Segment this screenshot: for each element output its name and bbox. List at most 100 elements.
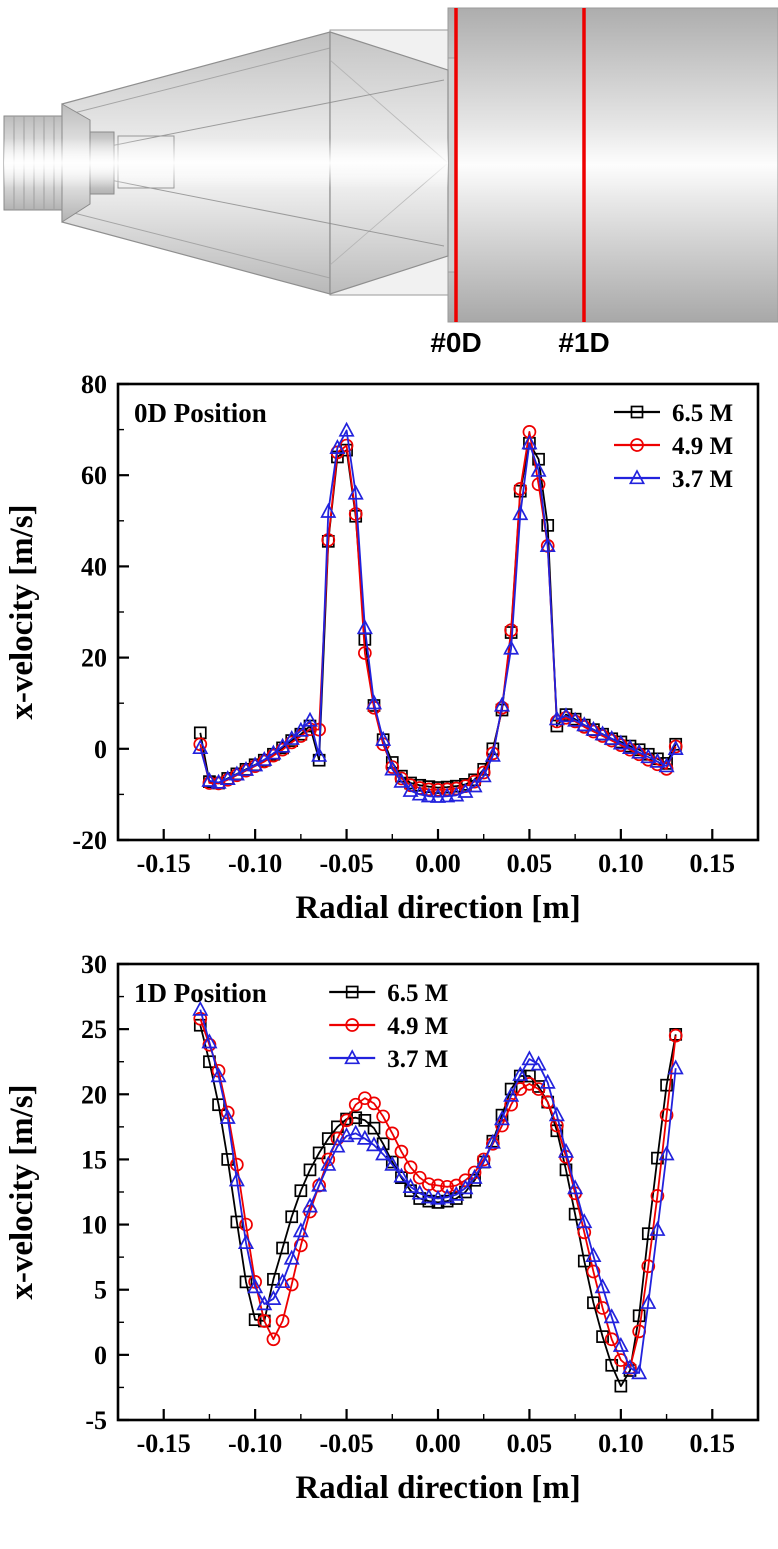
data-point-marker xyxy=(585,720,602,736)
data-point-marker xyxy=(356,1129,373,1145)
data-point-marker xyxy=(521,434,538,450)
y-tick-label: 20 xyxy=(81,644,107,673)
data-point-marker xyxy=(329,1137,346,1153)
data-point-marker xyxy=(257,1314,272,1328)
data-point-marker xyxy=(559,1163,573,1177)
data-point-marker xyxy=(411,785,428,801)
data-point-marker xyxy=(541,519,555,532)
data-point-marker xyxy=(210,1067,227,1083)
data-point-marker xyxy=(594,725,611,741)
data-point-marker xyxy=(267,1272,280,1286)
data-point-marker xyxy=(612,734,629,750)
data-point-marker xyxy=(585,1247,602,1262)
data-point-marker xyxy=(512,505,529,521)
series-line-6.5-M xyxy=(199,1024,677,1388)
data-point-marker xyxy=(503,639,520,655)
jet-cone-line xyxy=(99,79,445,149)
x-tick-label: 0.10 xyxy=(598,1429,644,1458)
y-axis-title: x-velocity [m/s] xyxy=(4,1084,40,1299)
data-point-marker xyxy=(631,743,648,759)
data-point-marker xyxy=(348,507,363,521)
series-line-3.7-M xyxy=(199,429,677,798)
data-point-marker xyxy=(649,1220,666,1236)
plot-corner-title: 0D Position xyxy=(134,398,267,428)
data-point-marker xyxy=(630,405,644,419)
data-point-marker xyxy=(630,438,644,452)
x-tick-label: 0.10 xyxy=(598,849,644,878)
data-point-marker xyxy=(512,1065,529,1081)
y-tick-label: 0 xyxy=(94,1341,107,1370)
chart-1d-section: -0.15 -0.10 -0.05 0.00 0.05 0.10 0.15 -5 0 5 10 15 2… xyxy=(0,948,778,1528)
data-point-marker xyxy=(237,1234,255,1249)
data-point-marker xyxy=(660,1078,673,1092)
x-tick-label: -0.15 xyxy=(137,849,191,878)
data-point-marker xyxy=(531,1082,546,1096)
legend-item: 6.5 M xyxy=(329,980,448,1007)
data-point-marker xyxy=(320,502,337,518)
data-point-marker xyxy=(192,739,209,755)
section-label-1d: #1D xyxy=(558,327,609,358)
data-point-marker xyxy=(402,1177,419,1193)
data-point-marker xyxy=(385,1126,400,1141)
x-tick-label: -0.10 xyxy=(228,849,282,878)
measurement-duct xyxy=(447,7,778,323)
data-point-marker xyxy=(344,1049,361,1065)
data-point-marker xyxy=(476,765,491,780)
x-tick-label: 0.15 xyxy=(690,849,736,878)
data-point-marker xyxy=(393,1167,410,1183)
legend-label: 4.9 M xyxy=(387,1013,448,1040)
data-point-marker xyxy=(521,1050,538,1066)
data-point-marker xyxy=(247,1278,264,1294)
geometry-section: #0D #1D xyxy=(0,0,778,368)
data-point-marker xyxy=(347,484,364,500)
x-tick-label: -0.05 xyxy=(319,1429,373,1458)
legend-label: 4.9 M xyxy=(672,433,733,460)
data-point-marker xyxy=(292,1222,309,1238)
data-point-marker xyxy=(539,1073,556,1089)
data-point-marker xyxy=(311,746,328,762)
data-point-marker xyxy=(348,1097,363,1112)
y-tick-label: 20 xyxy=(81,1080,107,1109)
data-point-marker xyxy=(375,1145,392,1161)
data-point-marker xyxy=(274,1273,291,1289)
data-point-marker xyxy=(192,1000,209,1016)
data-point-marker xyxy=(604,1332,619,1347)
data-point-marker xyxy=(345,985,359,999)
data-point-marker xyxy=(504,1097,518,1112)
data-point-marker xyxy=(230,1157,244,1172)
data-point-marker xyxy=(320,1155,337,1171)
x-tick-label: 0.05 xyxy=(507,849,553,878)
data-point-marker xyxy=(548,1106,565,1122)
y-tick-label: 25 xyxy=(81,1015,107,1044)
data-point-marker xyxy=(641,1227,655,1241)
data-point-marker xyxy=(201,771,218,787)
data-point-marker xyxy=(557,707,575,723)
data-point-marker xyxy=(356,619,373,635)
x-tick-label: 0.00 xyxy=(415,849,461,878)
data-point-marker xyxy=(367,1096,381,1111)
data-point-marker xyxy=(668,1028,683,1043)
data-point-marker xyxy=(375,730,392,746)
data-point-marker xyxy=(658,1145,675,1161)
data-point-marker xyxy=(284,1277,299,1292)
y-tick-label: 30 xyxy=(81,950,107,979)
data-point-marker xyxy=(539,537,556,553)
data-point-marker xyxy=(294,1184,308,1198)
data-point-marker xyxy=(301,711,319,727)
data-point-marker xyxy=(301,1197,319,1213)
data-point-marker xyxy=(239,1275,253,1289)
data-point-marker xyxy=(201,1033,218,1049)
data-point-marker xyxy=(403,1160,418,1175)
data-point-marker xyxy=(367,1121,381,1135)
legend-item: 4.9 M xyxy=(329,1013,448,1040)
inner-wall-line xyxy=(61,47,331,117)
legend-item: 3.7 M xyxy=(614,466,733,493)
combustor-geometry xyxy=(3,7,778,323)
data-point-marker xyxy=(667,740,684,755)
data-point-marker xyxy=(365,694,383,710)
data-point-marker xyxy=(475,1153,492,1169)
data-point-marker xyxy=(394,771,409,786)
data-point-marker xyxy=(338,1127,355,1143)
chart-1d-position: -0.15 -0.10 -0.05 0.00 0.05 0.10 0.15 -5 0 5 10 15 2… xyxy=(4,950,760,1506)
legend-item: 3.7 M xyxy=(329,1046,448,1073)
